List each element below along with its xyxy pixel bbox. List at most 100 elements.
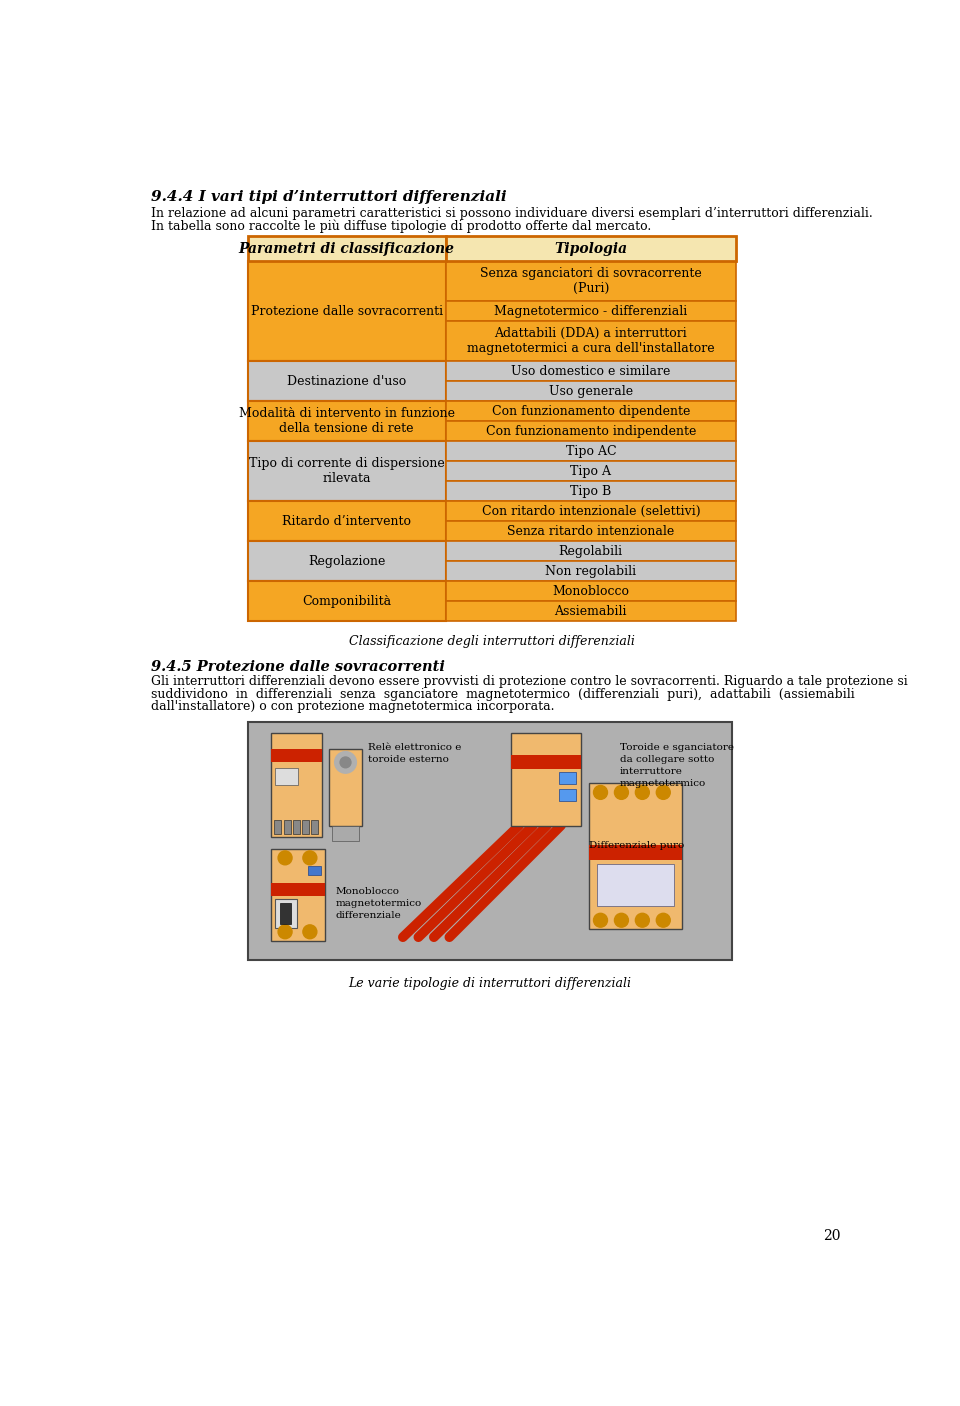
Text: Componibilità: Componibilità [302,595,392,607]
Text: Monoblocco: Monoblocco [552,585,630,598]
Bar [512,755,581,769]
Text: 9.4.4 I vari tipi d’interruttori differenziali: 9.4.4 I vari tipi d’interruttori differe… [151,190,507,204]
Bar [248,502,445,541]
Text: Tipo A: Tipo A [570,465,612,478]
Text: Regolabili: Regolabili [559,546,623,558]
Text: Le varie tipologie di interruttori differenziali: Le varie tipologie di interruttori diffe… [348,977,632,990]
Bar [248,236,445,262]
Bar [445,401,736,422]
Bar [445,381,736,401]
Text: Classificazione degli interruttori differenziali: Classificazione degli interruttori diffe… [349,636,635,648]
Circle shape [614,786,629,800]
Text: Gli interruttori differenziali devono essere provvisti di protezione contro le s: Gli interruttori differenziali devono es… [151,675,908,689]
Circle shape [340,756,351,768]
Bar [588,783,682,929]
Circle shape [278,851,292,865]
Bar [445,361,736,381]
Bar [445,301,736,321]
Text: Uso generale: Uso generale [549,385,633,398]
Bar [560,789,576,801]
Circle shape [614,914,629,927]
Bar [596,865,674,907]
Bar [248,401,445,441]
Bar [248,721,732,960]
Bar [248,262,445,361]
Bar [445,236,736,262]
Bar [271,748,322,762]
Bar [560,772,576,785]
Bar [445,422,736,441]
Text: Tipo AC: Tipo AC [565,444,616,458]
Circle shape [303,925,317,939]
Text: Adattabili (DDA) a interruttori
magnetotermici a cura dell'installatore: Adattabili (DDA) a interruttori magnetot… [467,328,714,356]
Text: Modalità di intervento in funzione
della tensione di rete: Modalità di intervento in funzione della… [239,408,455,436]
Bar [248,582,445,621]
Circle shape [303,851,317,865]
Bar [445,502,736,522]
Text: Tipologia: Tipologia [554,242,628,256]
Bar [248,441,445,502]
Text: Differenziale puro: Differenziale puro [588,841,684,851]
Bar [283,820,291,834]
Bar [445,522,736,541]
Circle shape [335,752,356,773]
Bar [271,733,322,837]
Text: Ritardo d’intervento: Ritardo d’intervento [282,515,411,527]
Text: Monoblocco
magnetotermico
differenziale: Monoblocco magnetotermico differenziale [335,887,421,920]
Text: Uso domestico e similare: Uso domestico e similare [511,364,670,378]
Bar [445,461,736,481]
Bar [248,541,445,582]
Text: Magnetotermico - differenziali: Magnetotermico - differenziali [494,305,687,318]
Text: Senza sganciatori di sovracorrente
(Puri): Senza sganciatori di sovracorrente (Puri… [480,267,702,295]
Text: dall'installatore) o con protezione magnetotermica incorporata.: dall'installatore) o con protezione magn… [151,700,555,713]
Text: Toroide e sganciatore
da collegare sotto
interruttore
magnetotermico: Toroide e sganciatore da collegare sotto… [620,744,733,787]
Bar [445,441,736,461]
Text: Tipo di corrente di dispersione
rilevata: Tipo di corrente di dispersione rilevata [249,457,444,485]
Bar [308,866,321,875]
Text: In tabella sono raccolte le più diffuse tipologie di prodotto offerte dal mercat: In tabella sono raccolte le più diffuse … [151,219,651,233]
Bar [302,820,309,834]
Bar [445,561,736,582]
Bar [280,903,291,924]
Bar [445,582,736,602]
Circle shape [636,914,649,927]
Bar [275,768,299,785]
Circle shape [657,786,670,800]
Bar [512,733,581,825]
Bar [271,883,325,896]
Bar [445,602,736,621]
Text: Destinazione d'uso: Destinazione d'uso [287,375,406,388]
Bar [311,820,319,834]
Text: Parametri di classificazione: Parametri di classificazione [239,242,455,256]
Circle shape [278,925,292,939]
Text: In relazione ad alcuni parametri caratteristici si possono individuare diversi e: In relazione ad alcuni parametri caratte… [151,207,873,221]
Bar [248,361,445,401]
Text: Assiemabili: Assiemabili [555,605,627,619]
Bar [445,262,736,301]
Text: Con funzionamento dipendente: Con funzionamento dipendente [492,405,690,418]
Text: 20: 20 [824,1229,841,1243]
Text: Con ritardo intenzionale (selettivi): Con ritardo intenzionale (selettivi) [482,505,700,517]
Text: suddividono  in  differenziali  senza  sganciatore  magnetotermico  (differenzia: suddividono in differenziali senza sganc… [151,688,854,700]
Bar [588,845,682,860]
Text: Non regolabili: Non regolabili [545,565,636,578]
Text: Relè elettronico e
toroide esterno: Relè elettronico e toroide esterno [368,744,462,763]
Text: Tipo B: Tipo B [570,485,612,498]
Bar [445,541,736,561]
Circle shape [636,786,649,800]
Text: Con funzionamento indipendente: Con funzionamento indipendente [486,425,696,437]
Bar [275,820,281,834]
Bar [331,825,359,841]
Circle shape [593,786,608,800]
Bar [275,898,297,928]
Bar [445,481,736,502]
Bar [329,748,362,825]
Bar [271,849,325,941]
Bar [445,321,736,361]
Circle shape [593,914,608,927]
Text: Regolazione: Regolazione [308,555,385,568]
Text: 9.4.5 Protezione dalle sovracorrenti: 9.4.5 Protezione dalle sovracorrenti [151,659,444,673]
Text: Protezione dalle sovracorrenti: Protezione dalle sovracorrenti [251,305,443,318]
Circle shape [657,914,670,927]
Text: Senza ritardo intenzionale: Senza ritardo intenzionale [507,524,675,538]
